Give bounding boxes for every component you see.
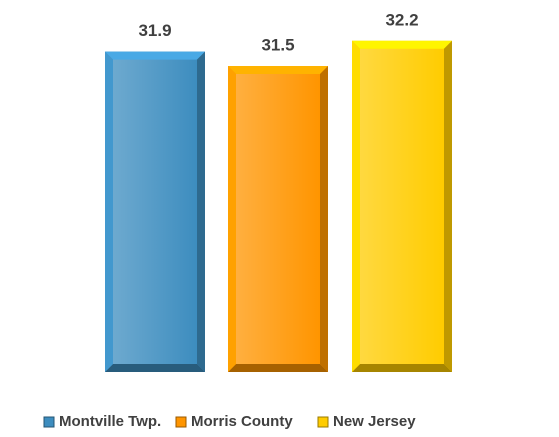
bar-bevel	[105, 364, 205, 372]
bar-bevel	[352, 40, 360, 373]
value-label: 31.9	[138, 21, 171, 40]
bar-bevel	[444, 40, 452, 373]
legend-swatch	[43, 416, 55, 428]
legend-label: Montville Twp.	[59, 413, 161, 430]
bar-sheen	[113, 59, 197, 364]
bar-bevel	[228, 66, 236, 372]
bar-bevel	[105, 51, 113, 372]
legend-swatch	[317, 416, 329, 428]
bar-bevel	[228, 364, 328, 372]
bar-sheen	[236, 74, 320, 364]
legend-label: Morris County	[191, 413, 293, 430]
bar-bevel	[352, 40, 452, 49]
bar-bevel	[197, 51, 205, 372]
bar-bevel	[105, 51, 205, 60]
legend-swatch	[175, 416, 187, 428]
bar-bevel	[228, 66, 328, 74]
value-label: 31.5	[261, 35, 294, 54]
value-label: 32.2	[385, 10, 418, 29]
legend-label: New Jersey	[333, 413, 416, 430]
bar-sheen	[360, 48, 444, 365]
bar-bevel	[320, 66, 328, 372]
bar-bevel	[352, 364, 452, 372]
